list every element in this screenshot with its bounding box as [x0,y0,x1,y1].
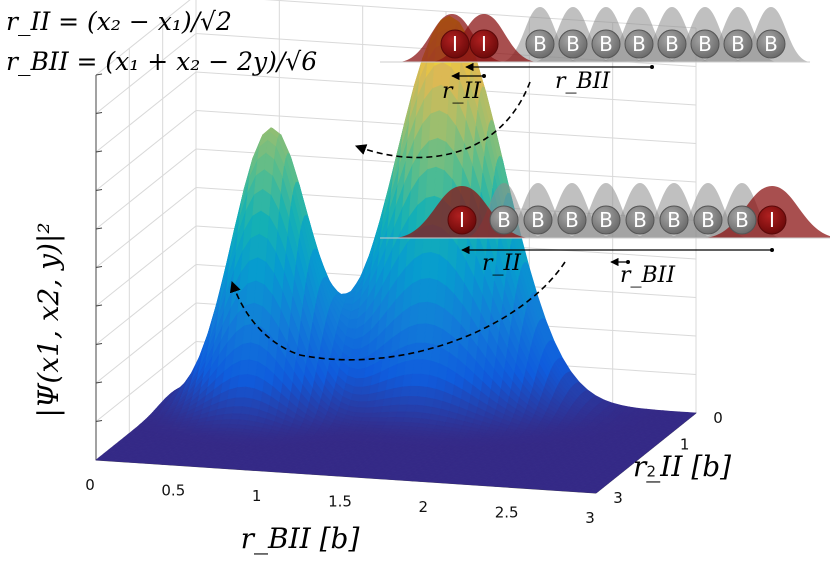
particle-label: B [632,32,646,56]
dashed-arrow-bottom [229,261,566,361]
particle-label: B [599,208,613,232]
particle-label: B [735,208,749,232]
particle-label: I [452,32,458,56]
particle-label: B [764,32,778,56]
top-label-r-bii: r_BII [555,69,611,94]
x-tick-label: 2 [419,498,429,516]
particle-label: I [769,208,775,232]
particle-label: B [633,208,647,232]
y-tick-label: 2 [647,462,657,480]
dashed-arrow-top [354,81,531,159]
x-tick-label: 1.5 [328,493,352,511]
particle-label: I [481,32,487,56]
y-axis-label: r_II [b] [633,450,731,483]
equation-r-ii: r_II = (x₂ − x₁)/√2 [6,7,232,36]
particle-label: B [566,32,580,56]
top-label-r-ii: r_II [442,79,482,104]
x-tick-label: 2.5 [495,504,519,522]
particle-label: B [533,32,547,56]
particle-label: B [701,208,715,232]
tick-labels: 0 0.5 1 1.5 2 2.5 3 0 1 2 3 [85,409,723,527]
y-tick-label: 0 [713,409,723,427]
particle-label: B [599,32,613,56]
particle-label: B [731,32,745,56]
equation-r-bii: r_BII = (x₁ + x₂ − 2y)/√6 [6,47,317,76]
x-axis-label: r_BII [b] [241,522,360,555]
surface-plot [95,15,697,494]
y-tick-label: 1 [680,436,690,454]
x-tick-label: 1 [252,487,262,505]
particle-label: I [459,208,465,232]
particle-label: B [667,208,681,232]
z-axis-label: |Ψ(x1, x2, y)|² [32,222,65,417]
particle-label: B [497,208,511,232]
bottom-label-r-bii: r_BII [620,263,676,288]
particle-label: B [698,32,712,56]
particle-label: B [531,208,545,232]
bottom-label-r-ii: r_II [482,251,522,276]
x-tick-label: 0.5 [161,482,185,500]
x-tick-label: 0 [85,476,95,494]
y-tick-label: 3 [613,489,623,507]
particle-label: B [665,32,679,56]
x-tick-label: 3 [585,509,595,527]
particle-label: B [565,208,579,232]
